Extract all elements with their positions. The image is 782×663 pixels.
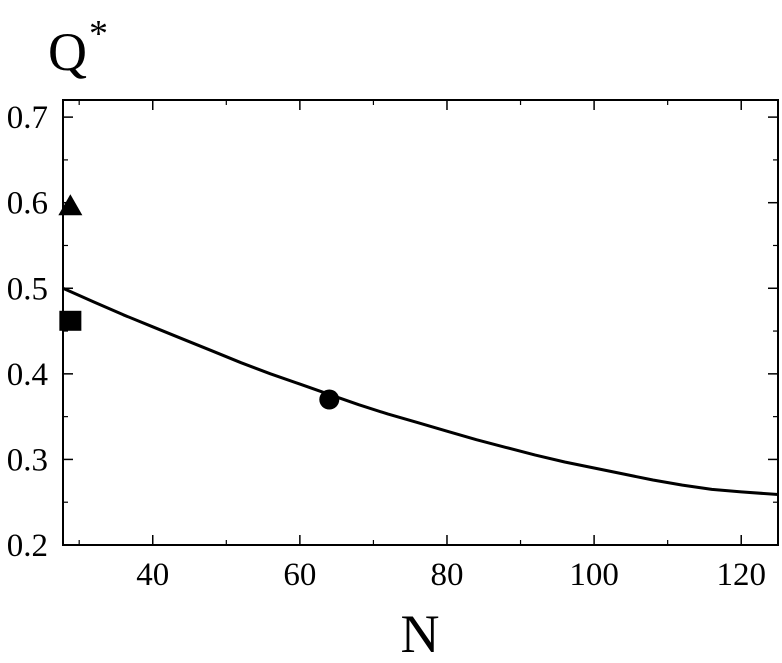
series [62, 286, 779, 496]
series-line [62, 286, 779, 496]
x-tick-label: 80 [430, 557, 463, 593]
y-tick-label: 0.2 [7, 528, 48, 564]
triangle-marker [58, 194, 83, 216]
x-tick-label: 100 [569, 557, 619, 593]
x-tick-label: 120 [716, 557, 766, 593]
y-tick-label: 0.7 [7, 100, 48, 136]
plot-frame-rect [62, 99, 779, 546]
markers [58, 194, 340, 410]
tick-labels: 40 60 80 100 120 0.2 0.3 0.4 0.5 0.6 0.7 [7, 100, 766, 593]
y-axis-title: Q* [48, 13, 108, 82]
circle-marker [319, 389, 340, 410]
y-tick-label: 0.4 [7, 357, 48, 393]
axis-ticks [63, 100, 778, 546]
x-tick-label: 40 [136, 557, 169, 593]
x-axis-title: N [401, 604, 440, 663]
y-tick-label: 0.5 [7, 271, 48, 307]
y-tick-label: 0.3 [7, 442, 48, 478]
y-tick-label: 0.6 [7, 186, 48, 222]
y-axis-title-base: Q [48, 22, 87, 82]
x-tick-label: 60 [283, 557, 316, 593]
plot-frame [62, 99, 779, 546]
y-axis-title-sup: * [89, 13, 108, 55]
square-marker [59, 310, 82, 331]
